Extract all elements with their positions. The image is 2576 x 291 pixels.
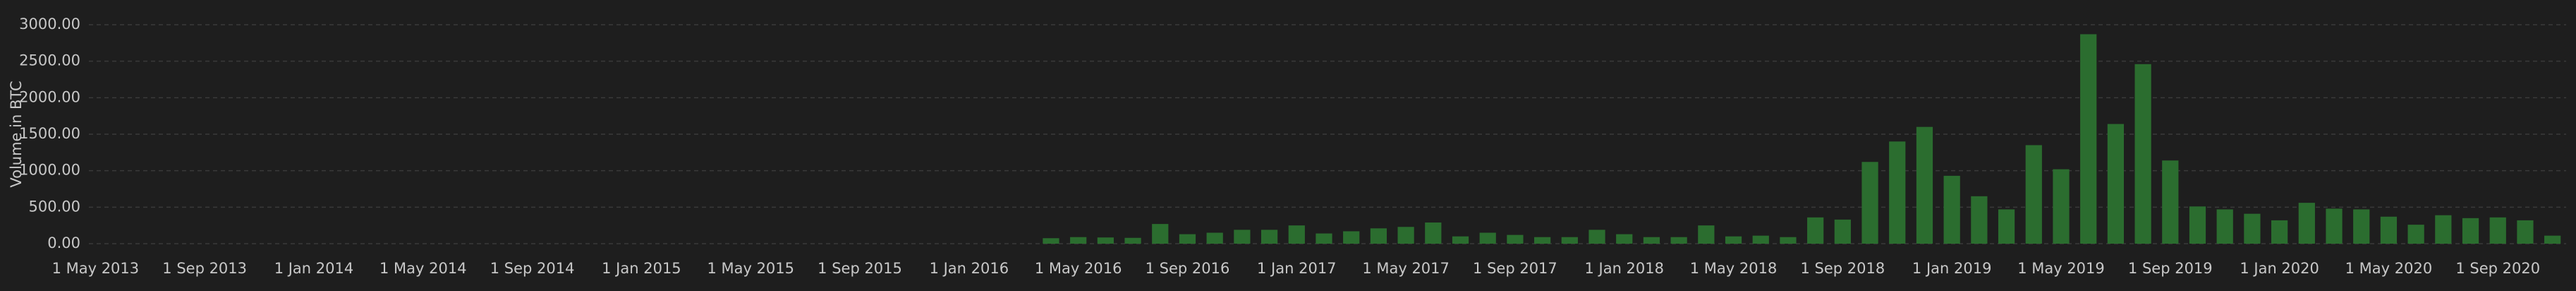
bar xyxy=(2489,217,2506,244)
y-tick-label: 2000.00 xyxy=(19,88,80,105)
bar xyxy=(2271,220,2288,244)
x-tick-label: 1 Sep 2018 xyxy=(1800,260,1885,277)
bar xyxy=(1698,225,1715,244)
bar xyxy=(2189,206,2206,244)
bar xyxy=(1124,237,1141,244)
bar xyxy=(2517,220,2534,244)
bar xyxy=(1097,237,1114,244)
bar xyxy=(1943,175,1960,244)
bar xyxy=(1889,141,1906,244)
bar xyxy=(1206,232,1223,244)
bar xyxy=(1043,238,1059,244)
y-tick-label: 500.00 xyxy=(29,198,80,215)
bar xyxy=(2025,145,2042,244)
y-axis-title: Volume in BTC xyxy=(8,81,25,187)
bar xyxy=(1971,196,1988,244)
bar xyxy=(1834,219,1851,244)
bar xyxy=(1070,237,1087,244)
bar xyxy=(1780,237,1797,244)
bar xyxy=(1670,237,1687,244)
bar xyxy=(1452,236,1469,244)
bar xyxy=(1397,227,1414,244)
x-tick-label: 1 Sep 2015 xyxy=(818,260,902,277)
bar xyxy=(2435,215,2452,244)
x-tick-label: 1 Jan 2019 xyxy=(1912,260,1992,277)
x-tick-label: 1 May 2019 xyxy=(2017,260,2105,277)
x-tick-label: 1 May 2015 xyxy=(707,260,794,277)
x-tick-label: 1 May 2020 xyxy=(2345,260,2433,277)
bar xyxy=(1260,230,1278,244)
x-tick-label: 1 May 2016 xyxy=(1035,260,1122,277)
x-tick-label: 1 Sep 2016 xyxy=(1146,260,1230,277)
bar xyxy=(1561,237,1578,244)
bar xyxy=(1425,222,1442,244)
x-tick-label: 1 Sep 2017 xyxy=(1473,260,1557,277)
x-tick-label: 1 Jan 2020 xyxy=(2240,260,2319,277)
bar xyxy=(1179,234,1196,244)
bar xyxy=(2134,64,2151,244)
bar xyxy=(1725,236,1742,244)
bar xyxy=(1370,228,1387,244)
y-tick-label: 2500.00 xyxy=(19,52,80,69)
bar xyxy=(1316,233,1332,244)
bar xyxy=(2462,218,2479,244)
bar xyxy=(2162,160,2179,244)
bar xyxy=(2353,209,2370,244)
y-tick-label: 1000.00 xyxy=(19,162,80,179)
x-tick-label: 1 Sep 2014 xyxy=(490,260,575,277)
bar xyxy=(1616,234,1633,244)
bar xyxy=(1507,234,1524,244)
bar xyxy=(2053,169,2070,244)
y-tick-label: 0.00 xyxy=(47,234,80,251)
bar xyxy=(1752,235,1769,244)
bar xyxy=(1234,230,1251,244)
bar xyxy=(1998,209,2015,244)
bar xyxy=(1861,162,1878,244)
x-tick-label: 1 May 2018 xyxy=(1690,260,1778,277)
bar xyxy=(1916,126,1933,244)
bar xyxy=(1479,232,1496,244)
x-tick-label: 1 Sep 2019 xyxy=(2128,260,2213,277)
bar xyxy=(2407,225,2424,244)
bar xyxy=(2544,235,2561,244)
bar xyxy=(2216,209,2233,244)
x-tick-label: 1 May 2017 xyxy=(1362,260,1450,277)
bar xyxy=(1152,224,1169,244)
y-tick-label: 3000.00 xyxy=(19,16,80,32)
bar xyxy=(2244,213,2261,244)
bar xyxy=(2107,124,2125,244)
bar xyxy=(1534,237,1551,244)
bar xyxy=(1807,217,1824,244)
x-tick-label: 1 Jan 2015 xyxy=(602,260,681,277)
bar xyxy=(2380,216,2398,244)
x-tick-label: 1 Sep 2020 xyxy=(2455,260,2540,277)
bar xyxy=(1343,231,1360,244)
bar xyxy=(1288,225,1305,244)
x-tick-label: 1 Jan 2016 xyxy=(930,260,1009,277)
bar xyxy=(2080,34,2097,244)
x-tick-label: 1 Sep 2013 xyxy=(162,260,247,277)
y-tick-label: 1500.00 xyxy=(19,125,80,142)
bar xyxy=(1643,237,1660,244)
bar xyxy=(2298,203,2315,244)
x-tick-label: 1 May 2014 xyxy=(379,260,467,277)
x-tick-label: 1 Jan 2017 xyxy=(1257,260,1337,277)
x-tick-label: 1 Jan 2014 xyxy=(274,260,354,277)
bar xyxy=(1588,230,1605,244)
x-tick-label: 1 Jan 2018 xyxy=(1584,260,1664,277)
bar xyxy=(2326,208,2343,244)
x-tick-label: 1 May 2013 xyxy=(52,260,140,277)
